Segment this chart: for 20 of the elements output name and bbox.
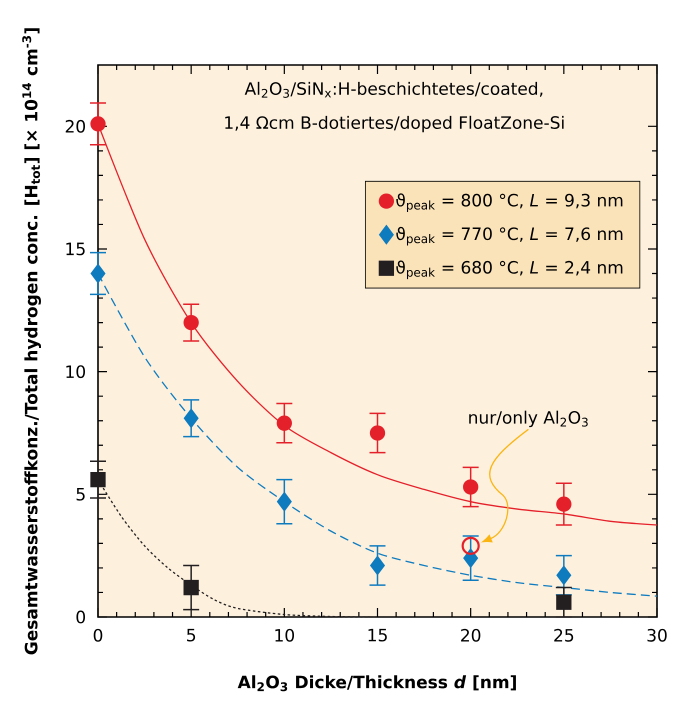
y-tick-label: 15: [66, 242, 85, 256]
x-tick-label: 0: [94, 628, 102, 642]
annotation: nur/only Al$_{2}$O$_{3}$: [469, 410, 588, 428]
y-tick-label: 20: [66, 120, 85, 133]
y-axis-title: Gesamtwasserstoffkonz./Total hydrogen conc. [H$_{tot}$] [× 10$^{14}$ cm$^{-3}$]: [22, 28, 41, 654]
annotation: 1,4 Ωcm B-dotiertes/doped FloatZone-Si: [225, 116, 564, 132]
x-axis-title: Al$_{2}$O$_{3}$ Dicke/Thickness d [nm]: [238, 675, 516, 692]
legend-label: ϑ$_{peak}$ = 800 °C, L = 9,3 nm: [396, 193, 622, 212]
legend-label: ϑ$_{peak}$ = 680 °C, L = 2,4 nm: [396, 260, 622, 280]
y-tick-label: 5: [76, 488, 85, 501]
x-tick-label: 15: [368, 628, 387, 642]
x-tick-label: 5: [187, 628, 196, 642]
y-tick-label: 10: [66, 365, 85, 378]
annotation: Al$_{2}$O$_{3}$/SiN$_{x}$:H-beschichtetes/coated,: [244, 82, 542, 98]
x-tick-label: 30: [647, 628, 667, 642]
x-tick-label: 25: [554, 628, 574, 642]
x-tick-label: 20: [461, 628, 480, 642]
legend-label: ϑ$_{peak}$ = 770 °C, L = 7,6 nm: [396, 226, 622, 246]
y-tick-label: 0: [76, 610, 86, 624]
x-tick-label: 10: [275, 628, 294, 642]
